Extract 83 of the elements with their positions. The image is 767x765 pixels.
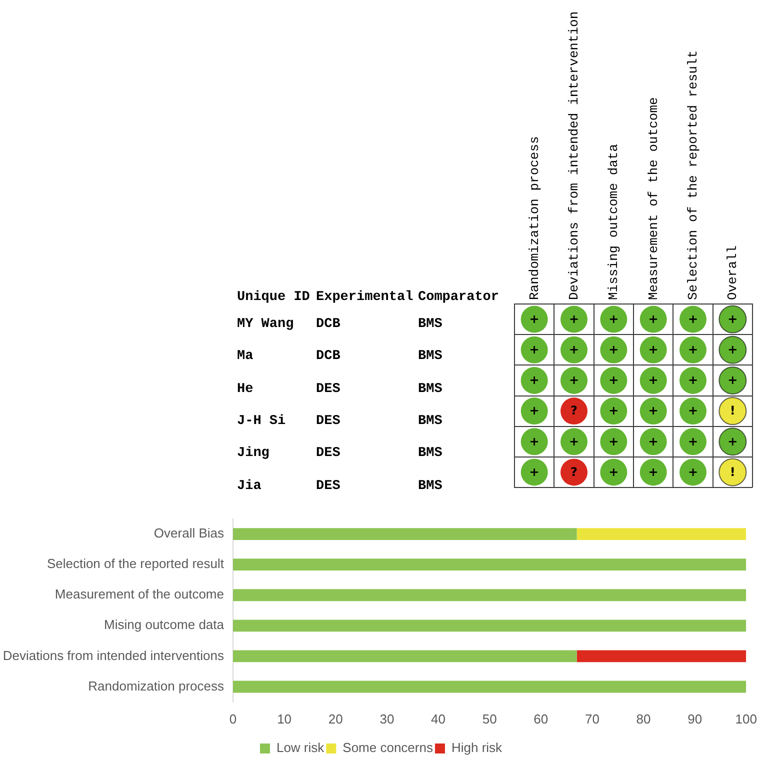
text: + bbox=[529, 464, 540, 479]
x-tick-label: 50 bbox=[482, 711, 497, 726]
x-tick-label: 20 bbox=[328, 711, 343, 726]
x-tick-label: 100 bbox=[735, 711, 758, 726]
text: + bbox=[568, 373, 580, 388]
text: BMS bbox=[418, 317, 442, 332]
text: J-H Si bbox=[237, 414, 286, 430]
x-tick-label: Missing outcome data bbox=[606, 144, 622, 300]
text: ? bbox=[570, 404, 578, 418]
text: + bbox=[529, 373, 540, 388]
x-tick-label: 40 bbox=[431, 711, 446, 726]
text: Jia bbox=[237, 478, 262, 494]
x-tick-label: 0 bbox=[229, 711, 237, 726]
text: DES bbox=[316, 478, 340, 494]
y-tick-label: Overall Bias bbox=[154, 526, 224, 541]
text: + bbox=[688, 434, 698, 448]
x-tick-label: Deviations from intended intervention bbox=[566, 11, 582, 300]
text: + bbox=[608, 404, 619, 418]
text: + bbox=[568, 342, 580, 356]
text: + bbox=[608, 312, 619, 326]
text: + bbox=[608, 342, 619, 356]
category-label: Unique ID bbox=[237, 290, 310, 306]
text: + bbox=[728, 342, 738, 356]
x-tick-label: Measurement of the outcome bbox=[646, 97, 661, 300]
x-tick-label: 90 bbox=[688, 711, 702, 726]
text: + bbox=[688, 404, 698, 418]
text: MY Wang bbox=[237, 317, 294, 332]
text: + bbox=[688, 464, 698, 479]
text: + bbox=[728, 312, 738, 326]
y-tick-label: Selection of the reported result bbox=[46, 556, 224, 572]
text: + bbox=[688, 373, 698, 388]
text: + bbox=[568, 312, 580, 326]
x-tick-label: Overall bbox=[725, 245, 740, 300]
text: + bbox=[529, 342, 540, 356]
x-tick-label: 80 bbox=[636, 711, 651, 726]
legend-label: High risk bbox=[451, 740, 503, 756]
text: He bbox=[237, 382, 254, 397]
text: + bbox=[728, 373, 738, 388]
y-tick-label: Mising outcome data bbox=[104, 617, 225, 632]
text: + bbox=[608, 373, 619, 388]
text: ? bbox=[570, 464, 578, 479]
legend-label: Low risk bbox=[276, 740, 325, 756]
text: + bbox=[648, 342, 658, 356]
text: + bbox=[648, 312, 658, 326]
text: + bbox=[529, 312, 540, 326]
text: + bbox=[648, 404, 658, 418]
text: ! bbox=[730, 464, 736, 479]
text: + bbox=[688, 312, 698, 326]
text: + bbox=[728, 434, 738, 448]
x-tick-label: 60 bbox=[534, 711, 548, 726]
text: + bbox=[529, 434, 540, 448]
text: + bbox=[688, 342, 698, 356]
text: + bbox=[648, 373, 658, 388]
category-label: Comparator bbox=[418, 290, 500, 306]
text: DES bbox=[316, 414, 340, 430]
legend-label: Some concerns bbox=[342, 740, 434, 756]
text: ! bbox=[730, 404, 736, 418]
x-tick-label: 10 bbox=[277, 711, 292, 726]
x-tick-label: Selection of the reported result bbox=[685, 50, 700, 300]
category-label: Experimental bbox=[316, 290, 414, 306]
text: + bbox=[608, 464, 619, 479]
text: + bbox=[529, 404, 540, 418]
text: BMS bbox=[418, 349, 442, 364]
text: + bbox=[648, 434, 658, 448]
text: DCB bbox=[316, 349, 340, 364]
x-tick-label: Randomization process bbox=[526, 136, 542, 300]
text: BMS bbox=[418, 446, 442, 462]
text: BMS bbox=[418, 478, 442, 494]
text: Ma bbox=[237, 349, 254, 364]
y-tick-label: Randomization process bbox=[88, 678, 224, 694]
text: BMS bbox=[418, 414, 442, 430]
text: + bbox=[608, 434, 619, 448]
y-tick-label: Deviations from intended interventions bbox=[2, 648, 224, 663]
text: + bbox=[648, 464, 658, 479]
x-tick-label: 70 bbox=[584, 711, 600, 726]
text: Jing bbox=[237, 446, 270, 462]
text: DES bbox=[316, 382, 340, 397]
x-tick-label: 30 bbox=[380, 711, 394, 726]
text: BMS bbox=[418, 382, 442, 397]
text: DES bbox=[316, 446, 340, 462]
text: + bbox=[568, 434, 580, 448]
y-tick-label: Measurement of the outcome bbox=[54, 586, 224, 602]
text: DCB bbox=[316, 317, 340, 332]
